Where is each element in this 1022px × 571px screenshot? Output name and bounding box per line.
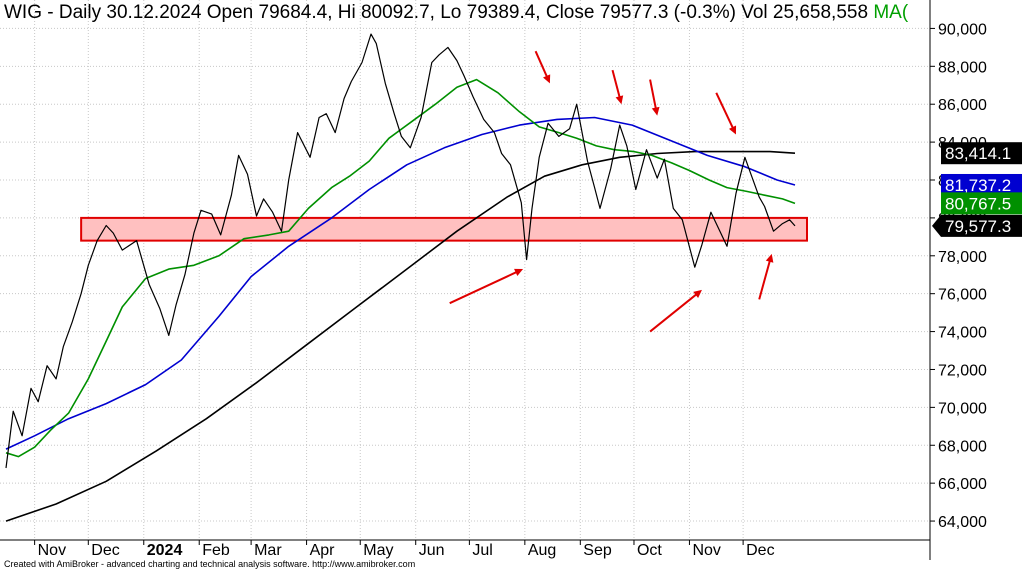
value-label-box: [941, 173, 1022, 196]
x-tick-label: Nov: [38, 542, 66, 559]
y-tick-label: 74,000: [938, 325, 987, 342]
grid-lines: 64,000 66,000 68,000 70,000 72,000 74,000 76,0…: [0, 0, 987, 559]
red-arrow-head: [728, 125, 737, 135]
red-arrow-head: [765, 253, 774, 263]
red-arrow-line: [649, 79, 657, 110]
y-tick-label: 76,000: [938, 287, 987, 304]
red-arrow-head: [651, 106, 660, 116]
y-tick-label: 72,000: [938, 362, 987, 379]
x-tick-label: 2024: [147, 542, 183, 559]
x-tick-label: Oct: [637, 542, 662, 559]
chart-header: WIG - Daily 30.12.2024 Open 79684.4, Hi …: [4, 2, 908, 24]
red-arrow-line: [715, 92, 735, 130]
x-tick-label: Dec: [746, 542, 774, 559]
chart-title: WIG - Daily 30.12.2024 Open 79684.4, Hi …: [4, 2, 869, 23]
value-label: 83,414.1: [945, 144, 1011, 163]
y-tick-label: 70,000: [938, 400, 987, 417]
annotation-arrows: [449, 50, 774, 333]
x-tick-label: May: [363, 542, 393, 559]
x-tick-label: Feb: [202, 542, 230, 559]
red-arrow-line: [758, 259, 772, 300]
x-tick-label: Mar: [254, 542, 282, 559]
series-line-ma-blue: [5, 116, 796, 450]
red-arrow-head: [543, 74, 551, 84]
x-tick-label: Nov: [692, 542, 720, 559]
y-tick-label: 90,000: [938, 21, 987, 38]
y-tick-label: 88,000: [938, 59, 987, 76]
x-tick-label: Aug: [528, 542, 556, 559]
x-tick-label: Apr: [310, 542, 336, 559]
red-arrow-line: [611, 69, 621, 99]
series-line-price: [5, 33, 796, 469]
footer-credit: Created with AmiBroker - advanced charti…: [4, 559, 416, 569]
series-line-ma-black: [5, 150, 796, 522]
y-tick-label: 66,000: [938, 476, 987, 493]
value-label-box: [941, 142, 1022, 165]
value-label: 81,737.2: [945, 176, 1011, 195]
x-tick-label: Dec: [91, 542, 119, 559]
y-tick-label: 86,000: [938, 97, 987, 114]
support-zone: [80, 216, 808, 242]
value-labels: 83,414.1 81,737.280,767.5 79,577.3: [932, 142, 1022, 237]
y-tick-label: 64,000: [938, 514, 987, 531]
red-arrow-head: [693, 289, 702, 299]
value-label-box: [941, 192, 1022, 215]
red-arrow-line: [449, 270, 518, 305]
x-tick-label: Sep: [583, 542, 612, 559]
y-tick-label: 68,000: [938, 438, 987, 455]
value-label: 80,767.5: [945, 194, 1011, 213]
value-label-box: [932, 214, 1022, 237]
ma-label: MA(: [873, 2, 909, 23]
y-tick-label: 78,000: [938, 249, 987, 266]
series-line-ma-green: [5, 78, 796, 458]
red-arrow-head: [514, 268, 524, 277]
red-arrow-head: [615, 95, 624, 105]
value-label: 79,577.3: [945, 217, 1011, 236]
x-tick-label: Jul: [472, 542, 492, 559]
red-arrow-line: [649, 293, 698, 333]
red-arrow-line: [534, 50, 549, 79]
x-tick-label: Jun: [419, 542, 445, 559]
